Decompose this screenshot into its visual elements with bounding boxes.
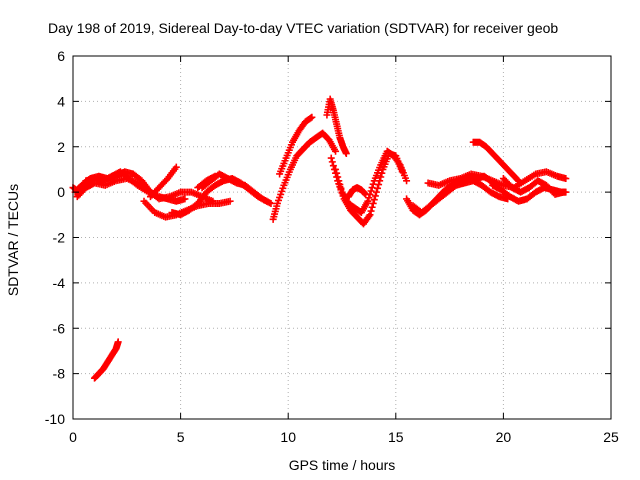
- data-point: [362, 190, 370, 198]
- x-axis-title: GPS time / hours: [289, 457, 396, 473]
- chart-title: Day 198 of 2019, Sidereal Day-to-day VTE…: [48, 20, 558, 36]
- data-point: [328, 158, 336, 166]
- series-arc2: [71, 168, 217, 205]
- data-point: [337, 184, 345, 192]
- series-arc20: [499, 175, 568, 198]
- data-point: [403, 177, 411, 185]
- x-tick-label: 25: [603, 429, 619, 445]
- data-point: [369, 180, 377, 188]
- data-point: [395, 159, 403, 167]
- data-point: [368, 184, 376, 192]
- x-tick-label: 5: [177, 429, 185, 445]
- data-point: [172, 163, 180, 171]
- series-arc10: [276, 113, 316, 178]
- data-point: [267, 199, 275, 207]
- y-tick-label: -8: [53, 366, 66, 382]
- axis-ticks: 0 5 10 15 20 25 -10 -8 -6 -4 -2 0 2 4 6: [45, 48, 619, 445]
- data-point: [367, 187, 375, 195]
- data-point: [560, 188, 568, 196]
- data-point: [372, 188, 380, 196]
- data-point: [513, 176, 521, 184]
- data-point: [365, 194, 373, 202]
- series-arc16: [409, 177, 512, 217]
- data-point: [332, 165, 340, 173]
- series-arc5: [146, 163, 180, 201]
- data-point: [332, 147, 340, 155]
- y-tick-label: -4: [53, 275, 66, 291]
- data-points: [69, 95, 570, 382]
- data-point: [562, 175, 570, 183]
- data-point: [308, 113, 316, 121]
- y-tick-label: 6: [57, 48, 65, 64]
- data-point: [369, 199, 377, 207]
- data-point: [342, 150, 350, 158]
- data-point: [144, 186, 152, 194]
- data-point: [365, 212, 373, 220]
- y-tick-label: -10: [45, 411, 65, 427]
- data-point: [377, 173, 385, 181]
- data-point: [368, 203, 376, 211]
- series-arc17: [424, 168, 570, 192]
- series-arc8: [194, 172, 219, 192]
- series-arc11: [323, 95, 350, 158]
- x-tick-label: 15: [388, 429, 404, 445]
- series-arc14: [344, 184, 370, 201]
- data-point: [366, 211, 374, 219]
- series-arc18: [469, 138, 522, 185]
- data-point: [370, 196, 378, 204]
- data-point: [364, 197, 372, 205]
- data-point: [211, 172, 219, 180]
- data-point: [114, 338, 122, 346]
- series-arc9: [269, 129, 340, 223]
- data-point: [367, 207, 375, 215]
- series-arc3: [73, 175, 152, 201]
- y-tick-label: 2: [57, 139, 65, 155]
- data-point: [334, 173, 342, 181]
- y-axis-title: SDTVAR / TECUs: [5, 184, 21, 296]
- series-arc21: [91, 338, 122, 382]
- x-tick-label: 0: [69, 429, 77, 445]
- x-tick-label: 10: [280, 429, 296, 445]
- y-tick-label: -6: [53, 320, 66, 336]
- data-point: [333, 169, 341, 177]
- data-point: [336, 181, 344, 189]
- y-tick-label: -2: [53, 230, 66, 246]
- series-arc13: [332, 147, 411, 217]
- data-point: [514, 177, 522, 185]
- data-point: [371, 192, 379, 200]
- grid: [73, 56, 611, 419]
- data-point: [181, 195, 189, 203]
- data-point: [327, 154, 335, 162]
- x-tick-label: 20: [496, 429, 512, 445]
- y-tick-label: 4: [57, 93, 65, 109]
- data-point: [335, 177, 343, 185]
- data-point: [226, 197, 234, 205]
- data-point: [329, 162, 337, 170]
- y-tick-label: 0: [57, 184, 65, 200]
